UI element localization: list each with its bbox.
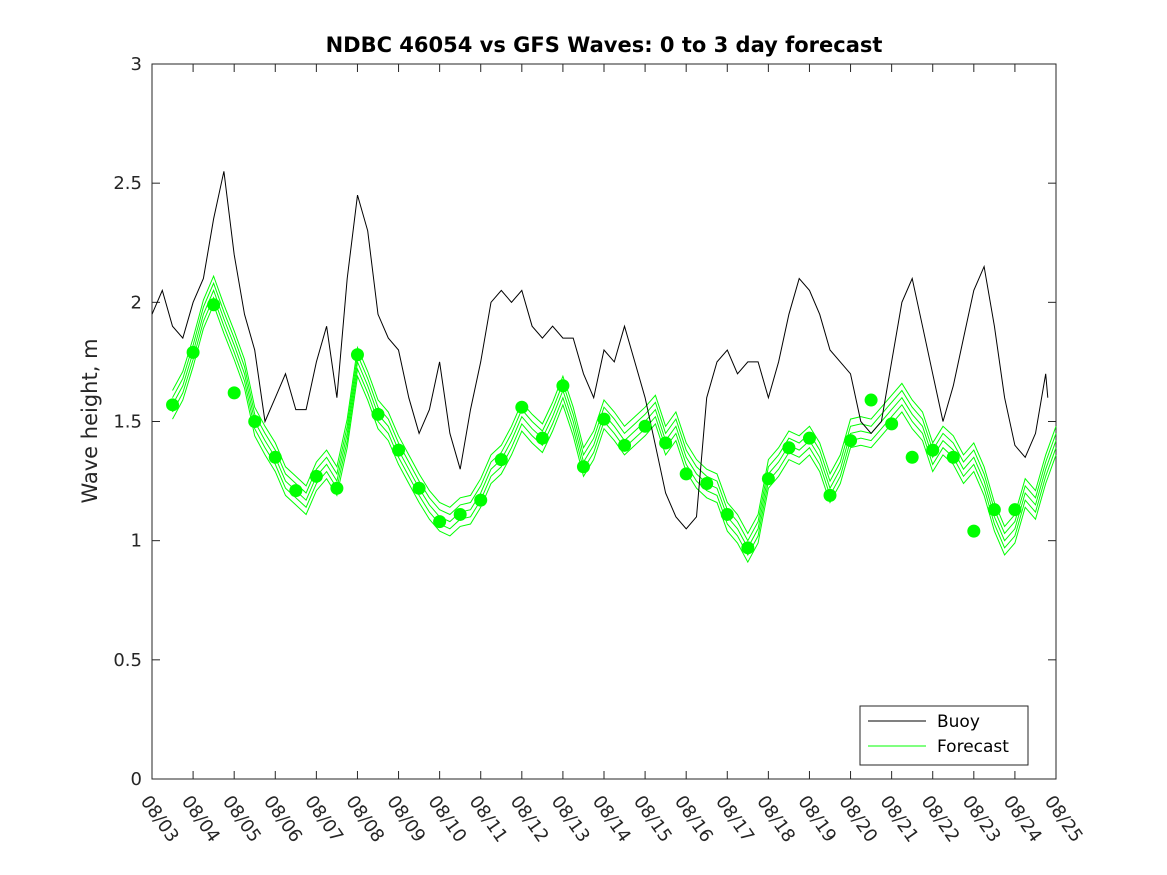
y-axis-label: Wave height, m [78, 338, 102, 503]
forecast-marker [741, 541, 755, 555]
forecast-marker [556, 379, 570, 393]
chart-title: NDBC 46054 vs GFS Waves: 0 to 3 day fore… [326, 33, 883, 57]
forecast-marker [802, 431, 816, 445]
forecast-marker [350, 348, 364, 362]
forecast-marker [474, 493, 488, 507]
forecast-marker [309, 469, 323, 483]
forecast-marker [761, 472, 775, 486]
forecast-marker [946, 450, 960, 464]
forecast-marker [515, 400, 529, 414]
forecast-marker [248, 415, 262, 428]
forecast-marker [494, 453, 508, 467]
y-tick-label: 0 [131, 769, 142, 790]
y-tick-label: 2.5 [113, 173, 142, 194]
forecast-marker [412, 481, 426, 495]
forecast-markers [166, 298, 1022, 555]
forecast-marker [166, 398, 180, 412]
forecast-line-4 [172, 274, 1057, 535]
forecast-marker [371, 407, 385, 421]
forecast-marker [823, 488, 837, 502]
buoy-line [151, 171, 1049, 530]
forecast-marker [576, 460, 590, 474]
legend-forecast-label: Forecast [937, 737, 1009, 757]
legend: Buoy Forecast [859, 705, 1029, 766]
forecast-marker [535, 431, 549, 445]
legend-buoy-label: Buoy [937, 712, 980, 732]
forecast-marker [679, 467, 693, 481]
y-axis: 0 0.5 1 1.5 2 2.5 3 [113, 54, 1056, 790]
forecast-marker [659, 436, 673, 450]
forecast-marker [392, 443, 406, 457]
forecast-marker [597, 412, 611, 426]
y-tick-label: 1 [131, 531, 142, 552]
forecast-line-0 [172, 303, 1057, 564]
forecast-marker [186, 345, 200, 359]
y-tick-label: 1.5 [113, 412, 142, 433]
forecast-marker [638, 419, 652, 433]
legend-box [859, 705, 1029, 766]
forecast-marker [289, 484, 303, 498]
forecast-marker [207, 298, 221, 312]
forecast-marker [330, 481, 344, 495]
y-tick-label: 2 [131, 292, 142, 313]
forecast-marker [227, 386, 241, 400]
y-tick-label: 3 [131, 54, 142, 75]
forecast-marker [268, 450, 282, 464]
y-tick-label: 0.5 [113, 650, 142, 671]
forecast-marker [864, 393, 878, 407]
forecast-marker [905, 450, 919, 464]
forecast-line-3 [172, 281, 1057, 542]
forecast-marker [967, 524, 981, 538]
forecast-marker [782, 441, 796, 455]
forecast-marker [433, 515, 447, 529]
forecast-marker [618, 438, 632, 452]
forecast-marker [1008, 503, 1022, 517]
forecast-marker [987, 503, 1001, 517]
forecast-marker [700, 476, 714, 490]
forecast-marker [885, 417, 899, 431]
forecast-marker [844, 434, 858, 448]
forecast-marker [926, 443, 940, 457]
forecast-marker [453, 507, 467, 521]
forecast-marker [720, 507, 734, 521]
